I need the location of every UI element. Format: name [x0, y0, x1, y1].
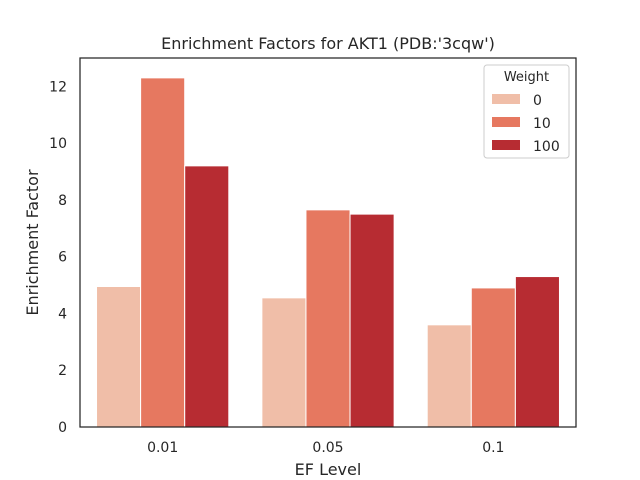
x-tick-label: 0.01: [147, 440, 178, 456]
legend-items: 0 10 100: [492, 93, 560, 155]
legend-box: [483, 64, 570, 159]
legend-title: Weight: [504, 70, 549, 85]
bar-weight-100-ef-0.01: [184, 165, 230, 428]
bars-group: [96, 77, 560, 428]
y-tick-label: 12: [49, 79, 67, 95]
bar-weight-10-ef-0.01: [140, 77, 186, 428]
plot-frame: [79, 57, 577, 428]
y-axis-title: Enrichment Factor: [23, 169, 42, 316]
legend-label-0: 0: [533, 93, 542, 109]
y-tick-label: 2: [58, 363, 67, 379]
x-tick-label: 0.05: [312, 440, 343, 456]
legend-label-10: 10: [533, 116, 551, 132]
legend-swatch-100: [492, 140, 520, 150]
legend-swatch-10: [492, 117, 520, 127]
legend: Weight 0 10 100: [483, 64, 570, 159]
x-axis-title: EF Level: [295, 460, 362, 479]
y-tick-label: 0: [58, 420, 67, 436]
y-tick-label: 10: [49, 136, 67, 152]
bar-weight-10-ef-0.1: [470, 287, 516, 428]
chart-title: Enrichment Factors for AKT1 (PDB:'3cqw'): [161, 34, 495, 53]
bar-weight-0-ef-0.1: [426, 324, 472, 428]
y-tick-label: 6: [58, 250, 67, 266]
bar-weight-100-ef-0.1: [514, 276, 560, 428]
x-tick-label: 0.1: [482, 440, 504, 456]
legend-label-100: 100: [533, 139, 560, 155]
legend-swatch-0: [492, 94, 520, 104]
bar-weight-0-ef-0.01: [96, 286, 142, 428]
x-axis-ticks: 0.01 0.05 0.1: [147, 440, 504, 456]
y-tick-label: 4: [58, 306, 67, 322]
bar-weight-100-ef-0.05: [349, 213, 395, 428]
y-tick-label: 8: [58, 193, 67, 209]
bar-weight-0-ef-0.05: [261, 297, 307, 428]
y-axis-ticks: 0 2 4 6 8 10 12: [49, 79, 67, 436]
bar-weight-10-ef-0.05: [305, 209, 351, 428]
